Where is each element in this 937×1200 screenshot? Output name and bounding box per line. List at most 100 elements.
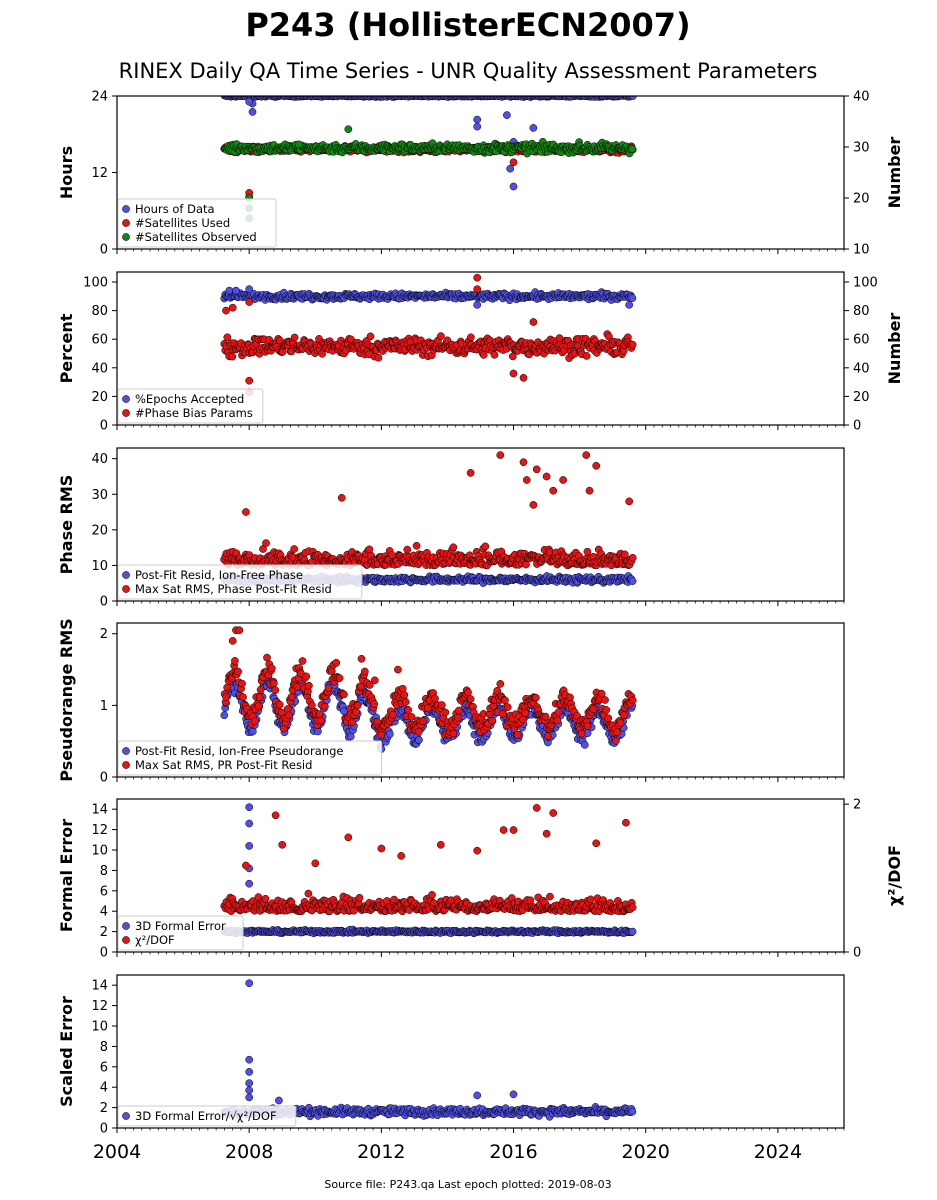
data-point [441,708,450,717]
y-tick-label: 30 [91,488,108,503]
data-point [583,547,592,556]
data-point [355,893,364,902]
legend-box [117,740,383,776]
data-point [290,333,299,342]
outlier-point [337,493,346,502]
data-point [490,350,499,359]
data-point [222,693,231,701]
outlier-point [582,451,591,459]
right-y-tick-label: 100 [853,276,878,291]
right-y-tick-label: 40 [853,90,870,105]
data-point [437,332,445,340]
points-group [220,803,637,938]
data-point [223,683,232,692]
data-point [251,717,259,726]
data-point [613,728,621,736]
outlier-point [294,140,303,149]
outlier-point [529,124,538,132]
data-point [271,686,280,695]
outlier-point [242,508,250,516]
data-point [449,729,458,738]
legend-marker [122,585,130,593]
outlier-point [245,298,254,306]
points-group [220,273,637,396]
data-point [628,696,637,705]
right-y-tick-label: 60 [853,333,870,348]
outlier-point [529,318,538,326]
data-point [304,889,313,898]
outlier-point [473,122,482,131]
y-axis-label: Pseudorange RMS [57,618,76,781]
data-point [467,333,475,342]
data-point [255,693,264,702]
legend-label: %Epochs Accepted [135,392,244,406]
data-point [220,711,229,720]
right-y-axis-label: Number [885,313,904,385]
outlier-point [232,286,240,295]
data-point [415,727,423,736]
outlier-point [245,819,254,828]
outlier-point [473,285,482,294]
points-group [220,96,637,223]
outlier-point [509,369,518,378]
data-point [424,704,432,712]
outlier-point [522,476,531,484]
legend-label: Max Sat RMS, Phase Post-Fit Resid [135,582,332,596]
data-point [449,543,458,552]
legend-box [117,388,264,424]
y-axis-label: Percent [57,313,76,383]
legend-label: #Satellites Used [135,216,230,230]
data-point [262,539,270,547]
data-point [566,693,574,702]
outlier-point [222,306,230,315]
outlier-point [532,465,541,474]
data-point [370,700,379,708]
data-point [385,730,394,738]
y-tick-label: 2 [100,627,108,642]
outlier-point [559,476,567,484]
legend-label: Post-Fit Resid, Ion-Free Pseudorange [135,744,343,758]
outlier-point [625,301,634,309]
y-tick-label: 10 [91,559,108,574]
data-point [352,708,360,716]
series-1-points [220,803,637,938]
data-point [400,691,409,699]
data-point [267,664,276,673]
right-y-tick-label: 40 [853,361,870,376]
data-point [366,332,375,341]
outlier-point [585,486,594,495]
data-point [353,701,362,710]
data-point [580,741,589,749]
legend-marker [122,205,130,213]
data-point [254,702,263,710]
data-point [543,732,552,741]
right-y-tick-label: 10 [853,243,870,258]
data-point [620,550,629,559]
series-2-points [220,451,637,570]
data-point [231,657,239,665]
legend: Post-Fit Resid, Ion-Free PseudorangeMax … [117,740,383,776]
data-point [493,686,502,695]
outlier-point [394,665,402,674]
legend-marker [122,395,130,403]
outlier-point [496,680,505,688]
data-point [332,658,341,667]
data-point [431,694,439,703]
data-point [464,688,472,697]
outlier-point [625,497,634,506]
data-point [554,708,563,716]
legend-marker [122,219,130,227]
data-point [401,698,410,706]
right-y-tick-label: 20 [853,390,870,405]
legend: %Epochs Accepted#Phase Bias Params [117,388,264,424]
y-tick-label: 12 [91,166,108,181]
data-point [628,294,637,302]
data-point [597,689,606,698]
data-point [283,705,292,713]
legend-box [117,564,363,600]
